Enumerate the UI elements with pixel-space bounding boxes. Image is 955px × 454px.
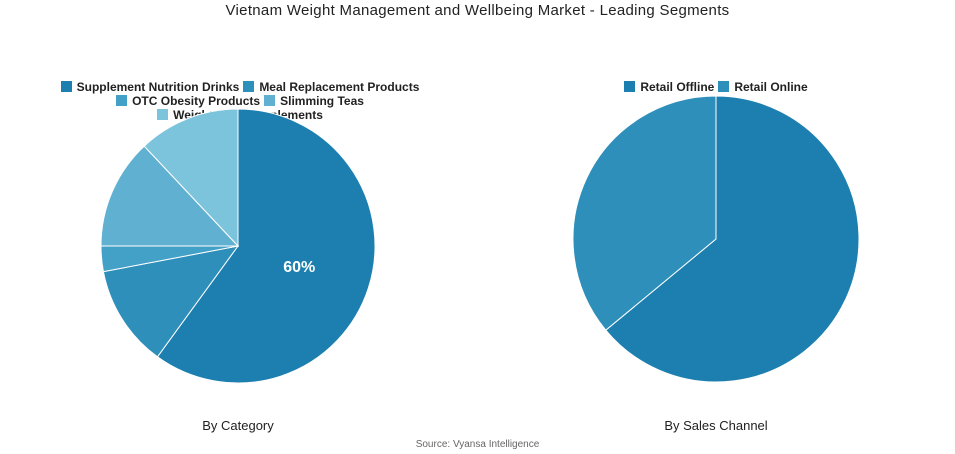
pie-slice[interactable] — [100, 145, 240, 247]
legend-item[interactable]: Meal Replacement Products — [243, 80, 419, 94]
legend-swatch — [624, 81, 636, 92]
legend-swatch — [157, 109, 169, 120]
legend-item[interactable]: Retail Offline — [624, 80, 714, 94]
pie-slice[interactable] — [143, 108, 239, 248]
legend-label: OTC Obesity Products — [132, 94, 261, 108]
subtitle-category: By Category — [202, 418, 274, 433]
source-note: Source: Vyansa Intelligence — [415, 439, 540, 450]
legend-swatch — [116, 95, 128, 106]
legend-item[interactable]: Retail Online — [718, 80, 808, 94]
legend-item[interactable]: OTC Obesity Products — [116, 94, 260, 108]
data-label: 60% — [283, 259, 315, 276]
legend-item[interactable]: Supplement Nutrition Drinks — [60, 80, 240, 94]
legend-swatch — [718, 81, 730, 92]
chart-title: Vietnam Weight Management and Wellbeing … — [225, 2, 730, 19]
pie-slice[interactable] — [156, 108, 376, 384]
legend-label: Retail Offline — [640, 80, 715, 94]
legend-swatch — [243, 81, 255, 92]
pie-slice[interactable] — [102, 245, 240, 358]
legend-label: Supplement Nutrition Drinks — [76, 80, 240, 94]
pie-slice[interactable] — [572, 95, 717, 331]
legend-label: Meal Replacement Products — [259, 80, 420, 94]
legend-swatch — [60, 81, 72, 92]
pie-slice[interactable] — [605, 95, 860, 383]
subtitle-sales-channel: By Sales Channel — [664, 418, 768, 433]
legend-label: Retail Online — [734, 80, 808, 94]
legend-item[interactable]: Slimming Teas — [264, 94, 364, 108]
legend-sales-channel: Retail Offline Retail Online — [566, 80, 866, 94]
legend-label: Slimming Teas — [280, 94, 364, 108]
legend-swatch — [264, 95, 276, 106]
